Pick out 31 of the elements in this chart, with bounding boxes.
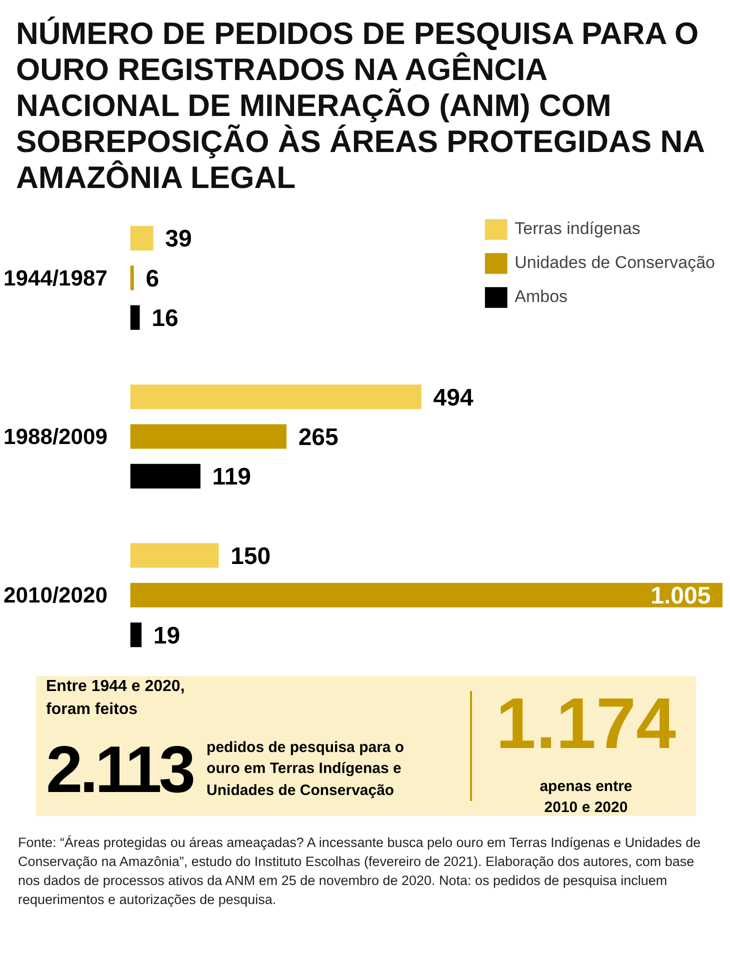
- text: apenas entre 2010 e 2020: [538, 777, 634, 818]
- data-label: 150: [230, 542, 271, 570]
- text: pedidos de pesquisa para o ouro em Terras Indígenas e Unidades de Conservação: [206, 738, 406, 801]
- data-label: 39: [165, 226, 192, 253]
- bar: [130, 543, 219, 568]
- bar: [130, 226, 154, 251]
- bar: [130, 424, 286, 449]
- data-label: 6: [146, 265, 160, 292]
- data-label: 119: [212, 464, 252, 491]
- data-label: 494: [433, 384, 474, 412]
- y-tick-label: 1944/1987: [4, 265, 108, 290]
- chart-title: NÚMERO DE PEDIDOS DE PESQUISA PARA O OURO REGISTRADOS NA AGÊNCIA NACIONAL DE MINERAÇÃO (ANM) COM SOBREPOSIÇÃO ÀS ÁREAS PROTEGIDAS NA AMAZÔNIA LEGAL: [16, 16, 706, 196]
- bar: [130, 464, 200, 488]
- bar: [130, 622, 142, 648]
- text: 1.174: [494, 683, 678, 766]
- data-label: 19: [153, 622, 180, 650]
- y-tick-label: 1988/2009: [4, 424, 108, 449]
- data-label: 16: [152, 305, 178, 332]
- bar: [130, 266, 134, 290]
- legend-label: Terras indígenas: [514, 219, 640, 239]
- y-tick-label: 2010/2020: [4, 582, 108, 608]
- data-label: 1.005: [650, 582, 711, 610]
- source-note: Fonte: “Áreas protegidas ou áreas ameaçadas? A incessante busca pelo ouro em Terras Indígenas e Unidades de Conservação na Amazônia”, estudo do Instituto Escolhas (fevereiro de 2021). Elaboração dos autores, com base nos dados de processos ativos da ANM em 25 de novembro de 2020. Nota: os pedidos de pesquisa incluem requerimentos e autorizações de pesquisa.: [18, 834, 702, 909]
- bar: [130, 305, 140, 330]
- text: Entre 1944 e 2020, foram feitos: [46, 677, 186, 720]
- data-label: 265: [298, 424, 338, 451]
- text: 2.113: [46, 730, 193, 808]
- bar: [130, 582, 723, 608]
- bar: [130, 384, 422, 410]
- legend-label: Ambos: [514, 287, 568, 307]
- legend-label: Unidades de Conservação: [514, 253, 715, 273]
